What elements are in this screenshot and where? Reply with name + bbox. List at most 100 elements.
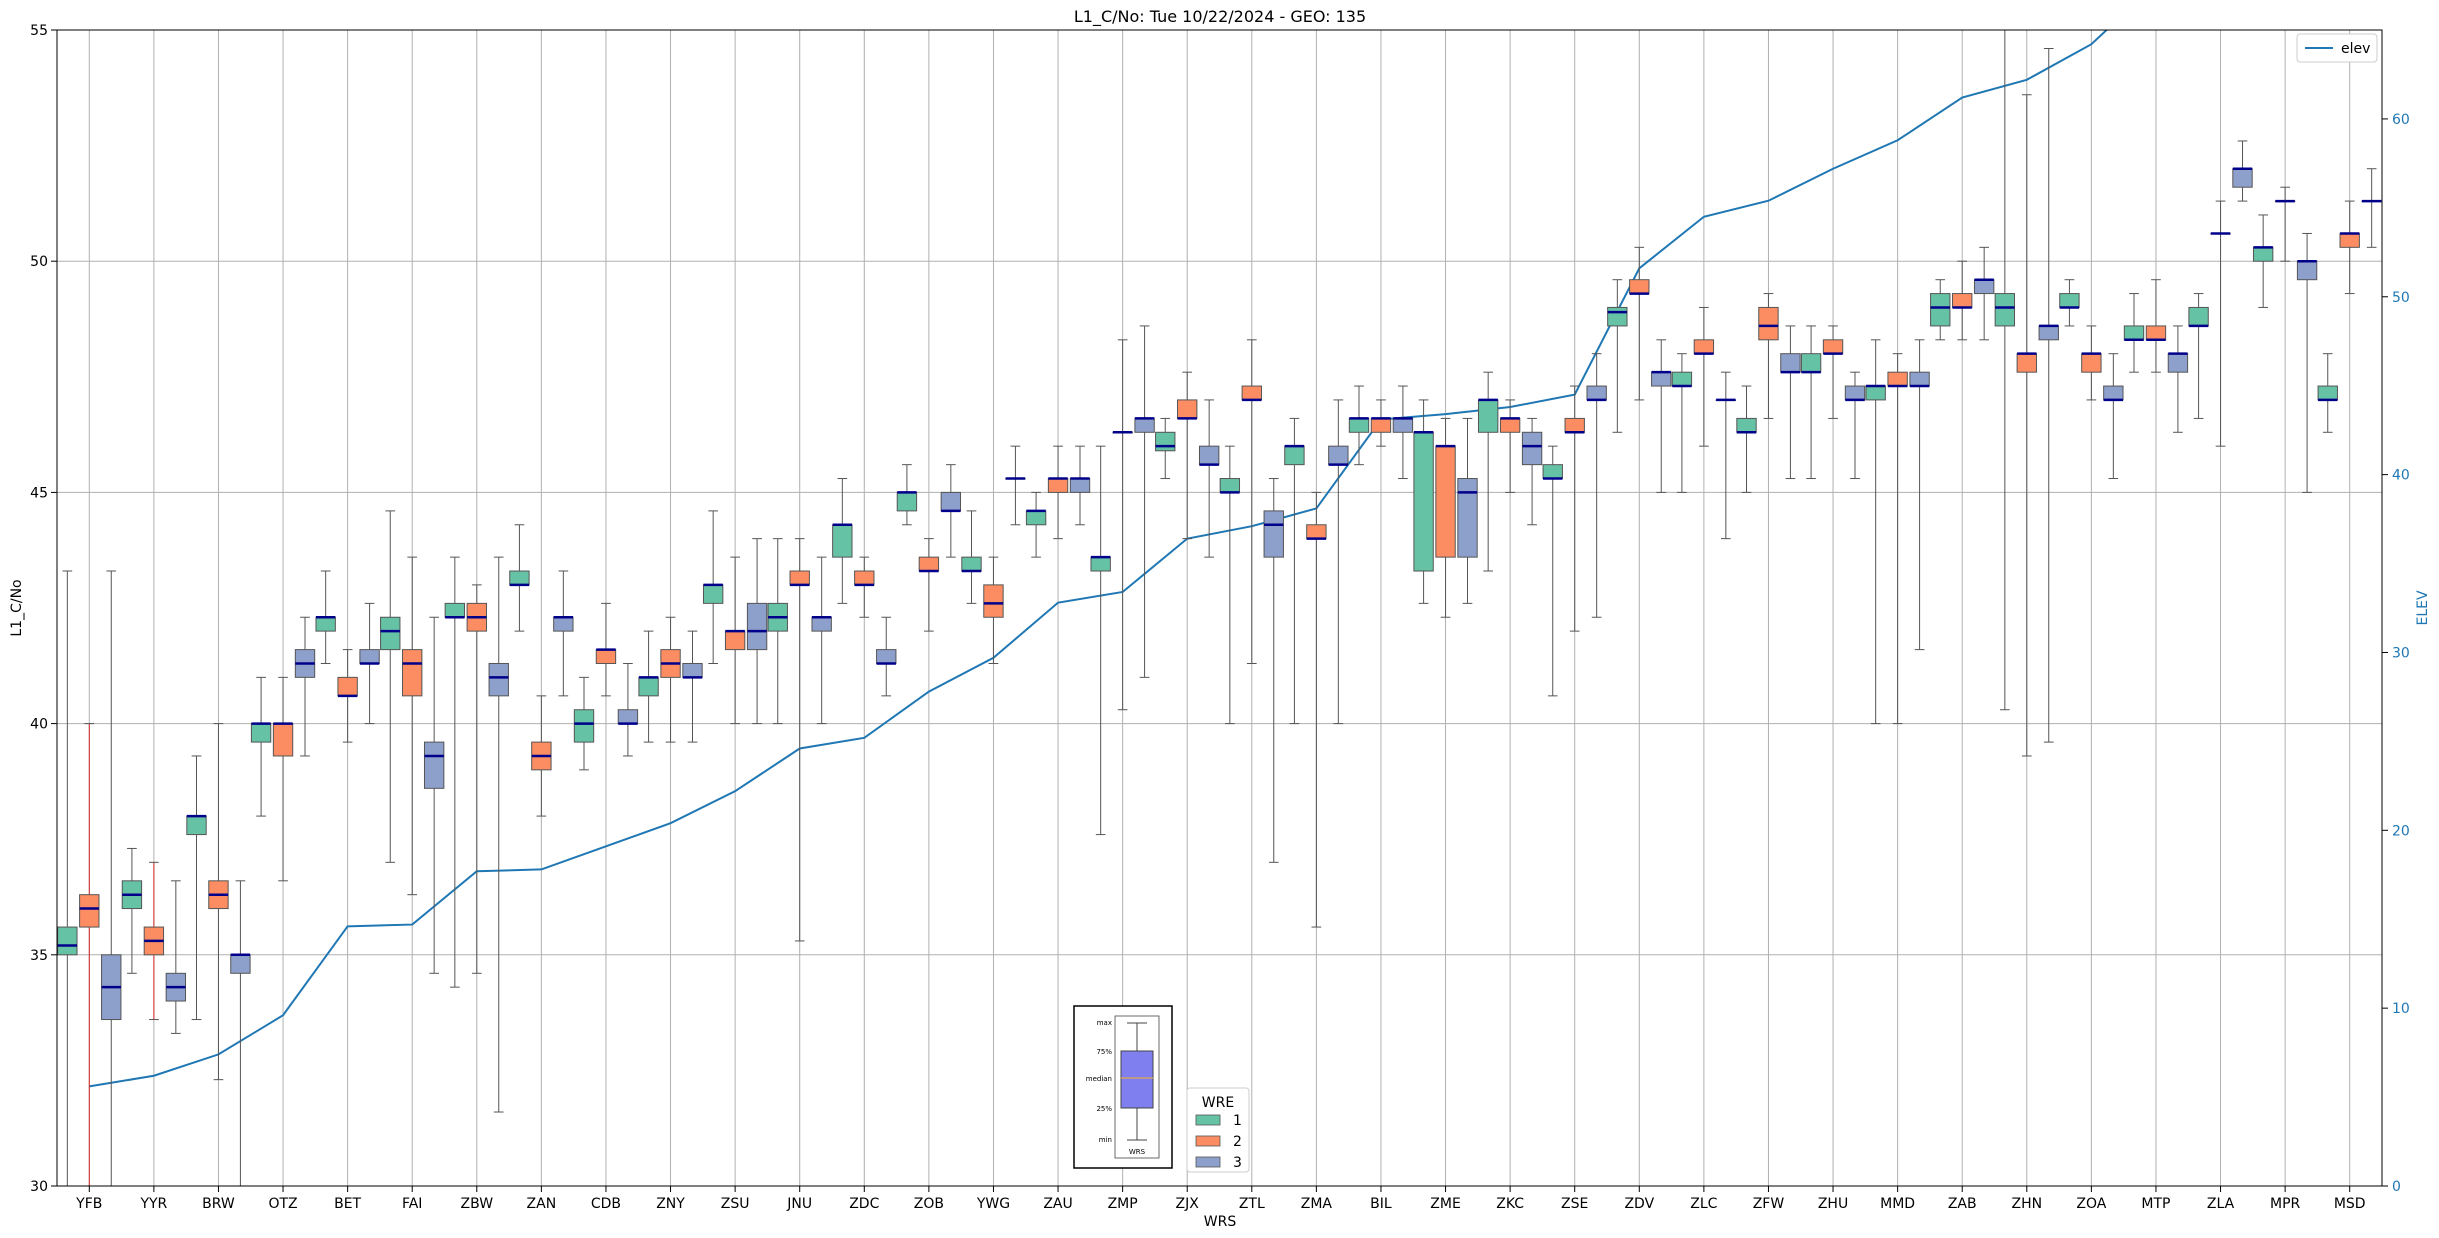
iqr-box bbox=[488, 662, 509, 697]
x-tick-label-zsu: ZSU bbox=[721, 1196, 750, 1212]
box-mpr-wre2 bbox=[2274, 186, 2296, 262]
inset-label-25: 25% bbox=[1096, 1105, 1112, 1113]
box-zoa-wre2 bbox=[2081, 325, 2102, 401]
iqr-box bbox=[746, 602, 768, 651]
iqr-box bbox=[1219, 478, 1241, 493]
x-tick-label-bil: BIL bbox=[1370, 1196, 1392, 1212]
box-bet-wre2 bbox=[337, 649, 358, 743]
y-tick-label: 50 bbox=[30, 254, 48, 270]
y2-axis-ticks: 0 10 20 30 40 50 60 bbox=[2382, 112, 2410, 1195]
iqr-box bbox=[1994, 293, 2016, 327]
x-tick-label-zlc: ZLC bbox=[1690, 1196, 1717, 1212]
y2-tick-label: 30 bbox=[2392, 645, 2410, 661]
x-tick-label-zau: ZAU bbox=[1043, 1196, 1072, 1212]
box-zoa-wre3 bbox=[2103, 353, 2124, 480]
x-tick-label-zma: ZMA bbox=[1301, 1196, 1333, 1212]
box-zob-wre3 bbox=[940, 464, 962, 558]
x-tick-label-ztl: ZTL bbox=[1239, 1196, 1265, 1212]
iqr-box bbox=[1263, 510, 1284, 558]
box-zan-wre1 bbox=[509, 524, 530, 632]
box-zlc-wre2 bbox=[1693, 306, 1715, 447]
iqr-box bbox=[1542, 464, 1563, 480]
box-zdc-wre3 bbox=[876, 616, 897, 697]
box-zse-wre3 bbox=[1586, 353, 1607, 618]
x-tick-label-mpr: MPR bbox=[2270, 1196, 2301, 1212]
box-brw-wre1 bbox=[186, 755, 207, 1021]
box-brw-wre3 bbox=[230, 880, 251, 1186]
box-zdv-wre1 bbox=[1607, 279, 1628, 433]
iqr-box bbox=[940, 491, 962, 512]
box-msd-wre2 bbox=[2339, 200, 2360, 295]
iqr-box bbox=[595, 649, 617, 664]
iqr-box bbox=[1155, 431, 1176, 452]
wre-legend-swatch-3 bbox=[1195, 1156, 1221, 1168]
box-fai-wre1 bbox=[380, 510, 401, 863]
inset-box bbox=[1120, 1050, 1154, 1109]
elev-legend-frame bbox=[2296, 33, 2378, 63]
box-zma-wre1 bbox=[1284, 417, 1305, 725]
iqr-box bbox=[315, 616, 336, 632]
iqr-box bbox=[1392, 417, 1414, 433]
x-tick-label-zfw: ZFW bbox=[1753, 1196, 1785, 1212]
box-mtp-wre3 bbox=[2167, 325, 2189, 433]
box-zhn-wre1 bbox=[1994, 30, 2016, 711]
box-zfw-wre1 bbox=[1736, 385, 1757, 493]
box-zob-wre2 bbox=[918, 538, 940, 632]
inset-label-min: min bbox=[1099, 1136, 1112, 1144]
iqr-box bbox=[1198, 445, 1220, 466]
x-tick-label-otz: OTZ bbox=[268, 1196, 297, 1212]
iqr-box bbox=[1822, 339, 1844, 355]
iqr-box bbox=[272, 723, 294, 757]
wre-legend-frame bbox=[1186, 1087, 1250, 1173]
elev-line-layer bbox=[89, 30, 2109, 1088]
box-zkc-wre3 bbox=[1521, 417, 1543, 526]
box-zdc-wre1 bbox=[832, 478, 853, 604]
iqr-box bbox=[2016, 353, 2037, 373]
iqr-box bbox=[2188, 306, 2209, 327]
iqr-box bbox=[811, 616, 832, 632]
y-tick-label: 40 bbox=[30, 717, 48, 733]
box-mpr-wre1 bbox=[2252, 214, 2274, 308]
x-tick-label-bet: BET bbox=[334, 1196, 361, 1212]
iqr-box bbox=[1736, 417, 1757, 433]
box-otz-wre3 bbox=[294, 616, 316, 757]
box-zau-wre3 bbox=[1069, 445, 1091, 526]
x-tick-label-zla: ZLA bbox=[2207, 1196, 2235, 1212]
iqr-box bbox=[1800, 353, 1822, 373]
iqr-box bbox=[832, 524, 853, 558]
iqr-box bbox=[1241, 385, 1262, 401]
iqr-box bbox=[1090, 556, 1111, 572]
box-zab-wre3 bbox=[1973, 246, 1995, 341]
box-jnu-wre2 bbox=[789, 538, 810, 942]
box-zjx-wre1 bbox=[1155, 417, 1176, 480]
iqr-box bbox=[2232, 168, 2253, 188]
box-ywg-wre1 bbox=[961, 510, 982, 604]
iqr-box bbox=[2317, 385, 2338, 401]
box-zlc-wre1 bbox=[1671, 353, 1693, 493]
box-zsu-wre1 bbox=[702, 510, 724, 664]
y-axis-ticks: 30 35 40 45 50 55 bbox=[30, 23, 57, 1195]
box-zbw-wre1 bbox=[444, 556, 466, 988]
iqr-box bbox=[2296, 260, 2318, 281]
wre-legend: WRE 1 2 3 bbox=[1186, 1087, 1250, 1173]
box-bil-wre2 bbox=[1370, 399, 1392, 447]
iqr-box bbox=[186, 815, 207, 836]
elev-line bbox=[89, 30, 2109, 1088]
iqr-box bbox=[1499, 417, 1521, 433]
iqr-box bbox=[250, 723, 272, 743]
box-zjx-wre2 bbox=[1177, 371, 1198, 540]
box-fai-wre2 bbox=[402, 556, 423, 896]
iqr-box bbox=[961, 556, 982, 572]
box-yfb-wre3 bbox=[101, 570, 122, 1186]
x-tick-label-zob: ZOB bbox=[914, 1196, 944, 1212]
box-otz-wre1 bbox=[250, 676, 272, 817]
box-mtp-wre1 bbox=[2123, 293, 2145, 373]
box-bet-wre1 bbox=[315, 570, 336, 664]
iqr-box bbox=[359, 649, 380, 664]
y2-tick-label: 60 bbox=[2392, 112, 2410, 128]
iqr-box bbox=[1306, 524, 1327, 540]
box-cdb-wre3 bbox=[617, 662, 639, 757]
box-cdb-wre2 bbox=[595, 602, 617, 697]
box-otz-wre2 bbox=[272, 676, 294, 882]
